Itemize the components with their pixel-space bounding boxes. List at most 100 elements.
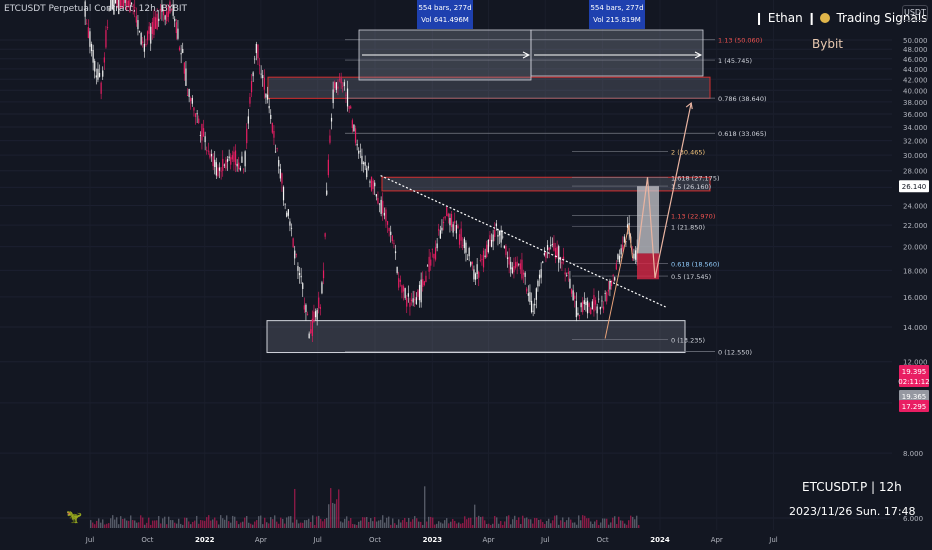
x-tick-label: Oct (141, 536, 153, 544)
candle-body (215, 162, 217, 176)
volume-bar (98, 518, 100, 528)
volume-bar (140, 515, 142, 528)
volume-bar (338, 489, 340, 528)
price-axis: 6.0008.00010.00012.00014.00016.00018.000… (892, 0, 932, 550)
fib-label: 0.618 (33.065) (718, 130, 767, 138)
volume-bar (134, 520, 136, 528)
volume-bar (616, 523, 618, 528)
candle-body (188, 88, 190, 97)
volume-bar (542, 522, 544, 528)
volume-bar (448, 523, 450, 528)
candle-body (633, 253, 635, 259)
candle-body (252, 72, 254, 77)
candle-body (438, 228, 440, 231)
projection-path (636, 102, 692, 279)
candle-body (513, 266, 515, 273)
volume-bar (548, 518, 550, 528)
candle-body (526, 288, 528, 292)
candle-body (102, 70, 104, 77)
volume-bar (594, 521, 596, 528)
candle-body (441, 227, 443, 231)
volume-bar (302, 522, 304, 528)
x-tick-label: Jul (540, 536, 550, 544)
candle-body (135, 16, 137, 23)
volume-bar (260, 515, 262, 528)
candle-body (358, 150, 360, 154)
volume-bar (510, 524, 512, 528)
volume-bar (530, 519, 532, 528)
price-tag-countdown-text: 02:11:12 (898, 378, 929, 386)
time-axis: Jul Oct 2022 Apr Jul Oct 2023 Apr Jul Oct 2024 Apr J… (85, 536, 778, 544)
candle-body (527, 293, 529, 296)
y-tick-label: 20.000 (903, 244, 928, 252)
volume-bar (638, 524, 640, 528)
volume-bar (518, 517, 520, 528)
candle-body (226, 158, 229, 162)
candle-body (159, 8, 161, 11)
y-tick-label: 24.000 (903, 202, 928, 210)
volume-bar (452, 518, 454, 528)
volume-bar (362, 517, 364, 528)
volume-bar (458, 522, 460, 528)
candle-body (324, 233, 326, 237)
candle-body (207, 150, 209, 152)
volume-bar (226, 515, 228, 528)
candle-body (220, 170, 222, 172)
volume-bar (266, 522, 268, 528)
candle-body (180, 53, 182, 55)
candle-body (183, 62, 185, 74)
candle-body (452, 224, 454, 233)
zones (266, 76, 711, 354)
volume-bar (346, 516, 348, 528)
price-tag-stop (899, 400, 929, 412)
candle-body (233, 151, 235, 162)
volume-bar (450, 521, 452, 528)
coin-icon (819, 13, 830, 23)
candle-body (586, 300, 589, 314)
candle-body (129, 0, 131, 13)
candle-body (265, 93, 267, 98)
candle-body (543, 253, 545, 256)
candle-body (503, 245, 505, 249)
candle-body (230, 157, 232, 165)
candle-body (458, 234, 461, 245)
volume-bar (106, 523, 108, 528)
candle-body (140, 33, 142, 45)
candle-body (108, 7, 110, 12)
candle-body (356, 143, 358, 146)
volume-bar (512, 519, 514, 528)
volume-bar (384, 522, 386, 528)
candle-body (615, 264, 617, 270)
candle-body (498, 230, 501, 236)
candle-body (446, 207, 448, 217)
candle-body (442, 221, 445, 224)
volume-bar (166, 524, 168, 528)
volume-bar (364, 517, 366, 528)
candle-body (514, 262, 517, 268)
candle-body (210, 154, 213, 157)
candle-body (319, 307, 321, 309)
candle-body (449, 217, 451, 226)
volume-bar (626, 524, 628, 528)
volume-bar (142, 517, 144, 528)
candle-body (170, 8, 173, 10)
volume-bar (192, 521, 194, 528)
volume-bar (270, 517, 272, 528)
candle-body (266, 94, 269, 100)
fib-label: 1.618 (27.175) (671, 174, 720, 182)
candle-body (518, 263, 520, 265)
currency-button[interactable]: USDT (902, 5, 928, 21)
candle-body (89, 31, 91, 47)
supply-zone-mid (381, 176, 711, 192)
grid (0, 39, 892, 519)
candle-body (150, 26, 152, 44)
candle-body (502, 236, 504, 238)
candle-body (105, 30, 107, 48)
candle-body (249, 97, 251, 104)
candle-body (204, 136, 206, 143)
candle-body (217, 167, 219, 177)
volume-bar (198, 523, 200, 528)
y-tick-label: 8.000 (903, 450, 923, 458)
